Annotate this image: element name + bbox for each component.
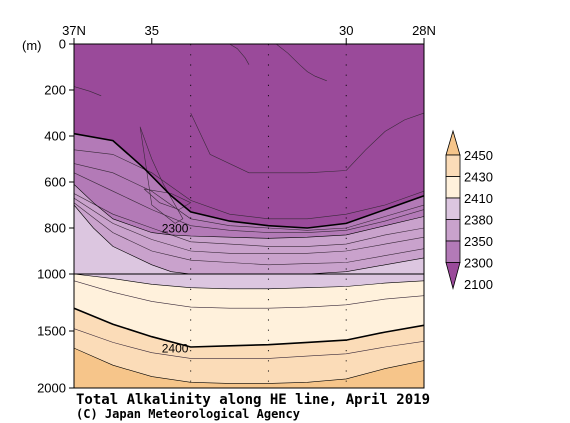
colorbar-label-4: 2350 [464,234,493,249]
chart-credit: (C) Japan Meteorological Agency [76,407,300,421]
filled-bands [74,44,424,388]
contour-line-12 [276,44,327,82]
contour-2300 [74,132,424,229]
x-tick-label-1: 35 [145,23,159,38]
colorbar-label-3: 2380 [464,213,493,228]
contour-lines [74,44,424,384]
y-tick-label-7: 2000 [37,381,66,396]
y-tick-label-5: 1000 [37,267,66,282]
colorbar-segment-1 [445,154,461,177]
colorbar-segment-2 [445,176,461,199]
colorbar-bottom-arrow [445,262,461,291]
y-tick-label-0: 0 [59,37,66,52]
contour-line-6 [74,280,424,309]
contour-labels: 2300 2400 [162,222,189,356]
plot-frame [73,43,425,389]
contour-line-10 [139,126,184,224]
contour-line-2 [74,172,424,233]
contour-line-3 [74,193,424,247]
colorbar-top-arrow [445,129,461,156]
x-tick-label-3: 28N [412,23,436,38]
contour-line-11 [190,112,424,174]
contour-line-1 [74,163,424,231]
contour-label-0: 2300 [162,222,189,236]
station-markers [190,44,347,388]
band-2430 [74,308,424,388]
contour-2430 [74,307,424,348]
y-tick-label-1: 200 [44,83,66,98]
axes: 37N 35 30 28N 0 200 400 600 800 1000 1500 2000 [37,23,436,396]
y-tick-label-3: 600 [44,175,66,190]
colorbar-label-1: 2430 [464,170,493,185]
colorbar-label-5: 2300 [464,256,493,271]
contour-2410 [74,273,424,290]
y-tick-label-6: 1500 [37,324,66,339]
colorbar-segment-5 [445,240,461,263]
contour-line-0 [74,149,424,220]
contour-2450 [74,347,424,384]
contour-line-8 [74,86,102,97]
y-unit-label: (m) [22,38,42,53]
contour-2350 [74,184,424,239]
y-tick-label-2: 400 [44,129,66,144]
colorbar-segment-4 [445,219,461,242]
colorbar-segment-3 [445,197,461,220]
contour-line-13 [229,44,250,65]
colorbar-label-0: 2450 [464,148,493,163]
y-tick-label-4: 800 [44,221,66,236]
contour-line-5 [74,202,424,266]
colorbar-label-2: 2410 [464,191,493,206]
x-tick-label-2: 30 [339,23,353,38]
contour-line-4 [74,197,424,254]
colorbar-label-6: 2100 [464,277,493,292]
x-tick-label-0: 37N [62,23,86,38]
colorbar: 2450 2430 2410 2380 2350 2300 2100 [445,129,493,292]
chart-title: Total Alkalinity along HE line, April 20… [76,392,430,408]
contour-line-7 [74,328,424,359]
contour-label-1: 2400 [162,342,189,356]
